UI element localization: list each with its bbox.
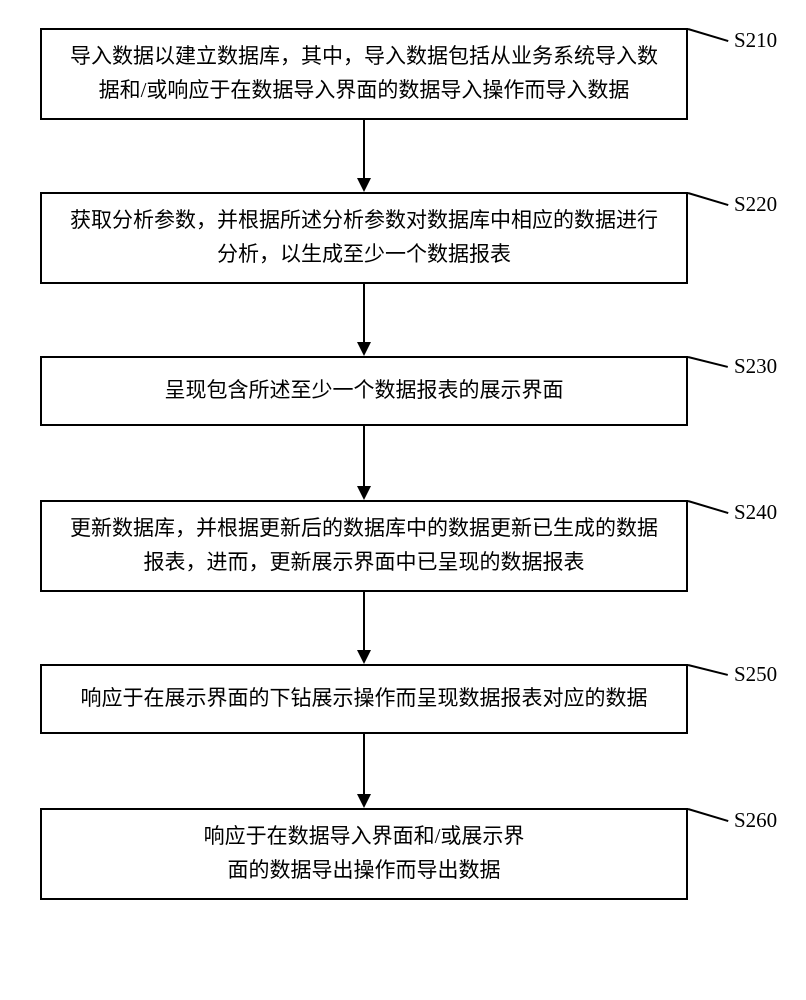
step-text-s250: 响应于在展示界面的下钻展示操作而呈现数据报表对应的数据 xyxy=(81,682,648,716)
step-text-s240: 更新数据库，并根据更新后的数据库中的数据更新已生成的数据报表，进而，更新展示界面… xyxy=(62,512,666,579)
lead-line-s220 xyxy=(688,192,729,206)
flowchart-canvas: 导入数据以建立数据库，其中，导入数据包括从业务系统导入数据和/或响应于在数据导入… xyxy=(0,0,806,1000)
step-label-s250: S250 xyxy=(734,662,777,687)
lead-line-s250 xyxy=(688,664,728,676)
lead-line-s240 xyxy=(688,500,729,514)
step-box-s220: 获取分析参数，并根据所述分析参数对数据库中相应的数据进行分析，以生成至少一个数据… xyxy=(40,192,688,284)
step-box-s210: 导入数据以建立数据库，其中，导入数据包括从业务系统导入数据和/或响应于在数据导入… xyxy=(40,28,688,120)
arrow-line-0 xyxy=(363,120,365,178)
arrow-line-1 xyxy=(363,284,365,342)
lead-line-s210 xyxy=(688,28,729,42)
step-text-s210: 导入数据以建立数据库，其中，导入数据包括从业务系统导入数据和/或响应于在数据导入… xyxy=(62,40,666,107)
step-label-s210: S210 xyxy=(734,28,777,53)
step-label-s230: S230 xyxy=(734,354,777,379)
arrow-line-3 xyxy=(363,592,365,650)
step-text-s220: 获取分析参数，并根据所述分析参数对数据库中相应的数据进行分析，以生成至少一个数据… xyxy=(62,204,666,271)
step-text-s230: 呈现包含所述至少一个数据报表的展示界面 xyxy=(165,374,564,408)
step-box-s240: 更新数据库，并根据更新后的数据库中的数据更新已生成的数据报表，进而，更新展示界面… xyxy=(40,500,688,592)
arrow-head-icon-3 xyxy=(357,650,371,664)
lead-line-s260 xyxy=(688,808,729,822)
lead-line-s230 xyxy=(688,356,728,368)
step-box-s260: 响应于在数据导入界面和/或展示界面的数据导出操作而导出数据 xyxy=(40,808,688,900)
step-label-s220: S220 xyxy=(734,192,777,217)
arrow-line-2 xyxy=(363,426,365,486)
step-box-s250: 响应于在展示界面的下钻展示操作而呈现数据报表对应的数据 xyxy=(40,664,688,734)
step-box-s230: 呈现包含所述至少一个数据报表的展示界面 xyxy=(40,356,688,426)
arrow-head-icon-1 xyxy=(357,342,371,356)
arrow-head-icon-4 xyxy=(357,794,371,808)
arrow-head-icon-0 xyxy=(357,178,371,192)
step-label-s260: S260 xyxy=(734,808,777,833)
arrow-line-4 xyxy=(363,734,365,794)
step-text-s260: 响应于在数据导入界面和/或展示界面的数据导出操作而导出数据 xyxy=(194,820,534,887)
arrow-head-icon-2 xyxy=(357,486,371,500)
step-label-s240: S240 xyxy=(734,500,777,525)
